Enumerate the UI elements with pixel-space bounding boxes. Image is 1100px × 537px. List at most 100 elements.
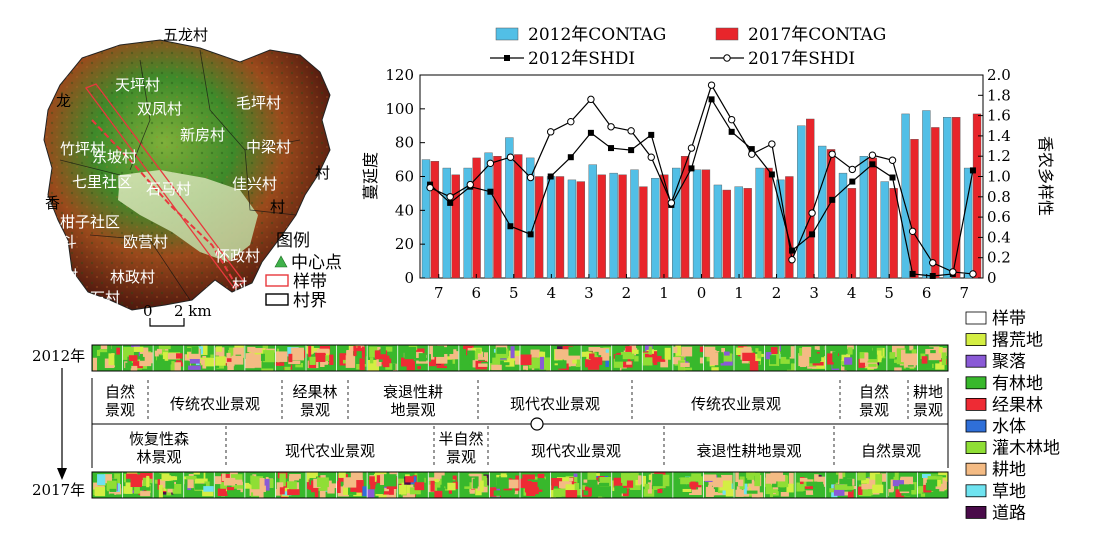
shdi-2012-point (788, 247, 795, 254)
patch (384, 474, 397, 487)
shdi-2017-point (526, 173, 535, 182)
patch (587, 472, 597, 484)
bar-2012-contag (901, 113, 910, 279)
patch (432, 482, 441, 492)
x-tick-label: 2 (622, 284, 632, 302)
patch (203, 486, 214, 492)
patch (829, 488, 837, 493)
patch (370, 481, 376, 490)
patch (571, 483, 580, 494)
patch (811, 349, 817, 359)
patch (773, 474, 786, 482)
patch (861, 483, 868, 490)
patch (890, 479, 895, 492)
patch (142, 352, 153, 364)
patch (802, 346, 812, 357)
landuse-swatch (965, 505, 987, 519)
bar-2017-contag (764, 167, 773, 279)
shdi-2017-point (587, 95, 595, 104)
bar-2012-contag (880, 181, 889, 279)
patch (664, 347, 671, 360)
bar-2012-contag (859, 155, 869, 279)
shdi-2012-point (567, 154, 574, 161)
patch (652, 351, 666, 362)
bar-2012-contag (713, 184, 723, 279)
patch (747, 474, 755, 480)
patch (444, 359, 453, 366)
shdi-2012-point (829, 196, 836, 203)
patch (539, 351, 546, 360)
patch (806, 479, 813, 484)
patch (382, 355, 390, 368)
shdi-2017-point (949, 268, 957, 276)
patch (872, 347, 877, 357)
patch (116, 347, 121, 355)
patch (934, 476, 943, 484)
patch (528, 357, 540, 369)
shdi-2017-point (969, 270, 977, 278)
patch (158, 355, 165, 359)
shdi-2017-point (647, 153, 655, 161)
patch (925, 353, 932, 365)
bar-2012-contag (442, 167, 451, 279)
bar-2017-contag (493, 155, 502, 279)
patch (818, 476, 826, 487)
patch (743, 346, 752, 353)
patch (109, 493, 115, 498)
patch (401, 357, 414, 367)
x-tick-label: 4 (547, 284, 557, 302)
bar-2017-contag (555, 176, 565, 279)
y-axis-label-left: 蔓延度 (361, 152, 380, 200)
patch (186, 347, 192, 352)
patch (889, 492, 894, 497)
patch (657, 488, 663, 494)
patch (680, 362, 690, 368)
patch (350, 472, 363, 484)
shdi-2012-point (688, 165, 695, 172)
patch (935, 361, 945, 370)
y-tick-label-right: 1.0 (987, 168, 1011, 186)
patch (838, 472, 843, 483)
y-tick-label-right: 1.4 (987, 127, 1011, 145)
patch (496, 347, 507, 354)
bar-2012-contag (651, 177, 660, 279)
patch (920, 493, 926, 497)
shdi-2017-point (727, 115, 736, 124)
section-label: 耕地 (913, 383, 943, 401)
shdi-2017-point (567, 117, 575, 126)
patch (742, 352, 756, 361)
patch (384, 349, 395, 358)
transect-legend-icon (265, 274, 289, 287)
y-tick-label-right: 0 (987, 269, 997, 287)
patch (735, 472, 739, 483)
patch (780, 491, 789, 497)
patch (478, 352, 489, 363)
patch (926, 479, 938, 487)
patch (568, 346, 581, 356)
y-tick-label-right: 0.4 (987, 228, 1011, 246)
patch (588, 487, 592, 497)
patch (176, 353, 183, 359)
section-label: 现代农业景观 (510, 395, 600, 413)
strip-frame (91, 471, 949, 499)
patch (200, 345, 208, 356)
x-tick-label: 6 (472, 284, 482, 302)
shdi-2012-point (889, 174, 896, 181)
patch (676, 485, 682, 498)
village-label: 新房村 (180, 126, 225, 144)
patch (226, 358, 234, 362)
patch (746, 490, 758, 494)
patch (743, 483, 748, 495)
landuse-label: 水体 (992, 417, 1026, 437)
patch (888, 359, 893, 363)
patch (859, 358, 866, 363)
section-label: 传统农业景观 (170, 395, 260, 413)
patch (204, 481, 210, 490)
patch (847, 347, 853, 355)
patch (250, 348, 262, 353)
patch (893, 357, 898, 363)
patch (226, 362, 235, 367)
patch (843, 477, 847, 487)
bar-2017-contag (701, 169, 711, 279)
